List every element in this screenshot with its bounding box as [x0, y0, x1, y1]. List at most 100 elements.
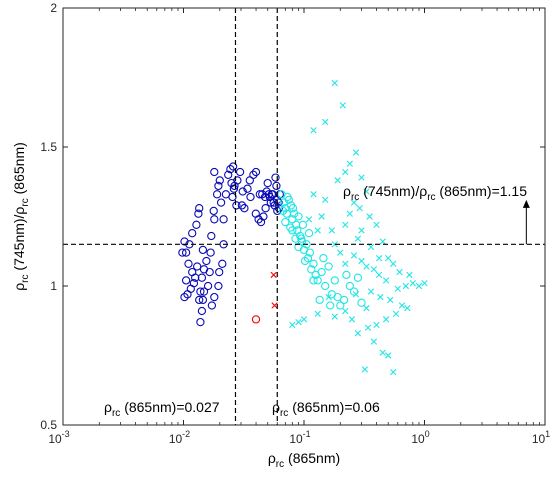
data-point-x	[402, 282, 410, 290]
data-point-x	[331, 313, 338, 320]
data-point-x	[350, 199, 358, 206]
threshold-label-1-15: ρrc (745nm)/ρrc (865nm)=1.15	[343, 183, 527, 203]
data-marks	[178, 79, 428, 376]
data-point-circle	[198, 245, 208, 255]
data-point-circle	[349, 287, 359, 296]
data-point-x	[385, 352, 392, 359]
data-point-x	[373, 321, 380, 329]
data-point-x	[370, 266, 378, 273]
data-point-circle	[246, 192, 255, 202]
data-point-circle	[215, 176, 224, 185]
data-point-circle	[321, 281, 330, 291]
data-point-circle	[198, 295, 208, 305]
data-point-x	[354, 235, 362, 242]
data-point-circle	[230, 181, 239, 191]
data-point-circle	[256, 217, 266, 227]
data-point-circle	[237, 201, 247, 210]
data-point-circle	[300, 256, 310, 266]
data-point-x	[390, 260, 397, 267]
data-point-circle	[224, 170, 233, 179]
data-point-circle	[317, 267, 326, 277]
data-point-x	[390, 368, 397, 376]
data-point-circle	[319, 254, 328, 263]
data-point-circle	[194, 209, 203, 218]
data-point-x	[322, 118, 329, 126]
data-point-circle	[195, 204, 204, 213]
data-point-circle	[243, 184, 252, 193]
data-point-circle	[189, 279, 199, 288]
data-point-circle	[228, 162, 238, 171]
data-point-circle	[265, 192, 274, 202]
reference-lines	[63, 8, 545, 425]
data-point-circle	[281, 217, 290, 227]
data-point-x	[392, 310, 400, 317]
data-point-x	[396, 268, 403, 276]
data-point-circle	[240, 204, 249, 213]
data-point-circle	[197, 306, 207, 316]
data-point-x	[377, 293, 384, 301]
data-point-x	[352, 291, 360, 298]
arrow-head	[522, 199, 530, 208]
data-point-x	[295, 318, 302, 326]
data-point-circle	[278, 206, 288, 216]
data-point-circle	[297, 234, 306, 243]
data-point-x	[367, 288, 375, 295]
axis-ticks: 10-3 10-2 10-1 100 101 0.5 1 1.5 2	[40, 1, 550, 446]
data-point-circle	[205, 267, 214, 277]
data-point-x	[342, 168, 349, 176]
data-point-x	[379, 238, 386, 245]
data-point-circle	[181, 276, 191, 285]
data-point-x	[375, 255, 383, 262]
data-point-x	[314, 310, 321, 317]
y-tick-label: 0.5	[40, 418, 57, 432]
data-point-x	[310, 191, 317, 198]
annotations: ρrc (865nm) ρrc (745nm)/ρrc (865nm) ρrc (8…	[11, 142, 527, 470]
data-point-x	[354, 330, 362, 337]
data-point-circle	[193, 262, 202, 271]
data-point-x	[370, 338, 378, 345]
data-point-x	[271, 302, 278, 309]
data-point-circle	[290, 209, 299, 218]
data-point-x	[385, 255, 392, 262]
data-point-circle	[210, 215, 219, 224]
data-point-circle	[357, 298, 366, 307]
data-point-circle	[197, 273, 207, 282]
data-point-circle	[259, 212, 268, 221]
data-point-circle	[206, 248, 215, 257]
data-point-x	[382, 277, 390, 284]
data-point-circle	[272, 181, 281, 191]
data-point-x	[337, 249, 344, 256]
data-point-circle	[254, 215, 263, 224]
data-point-circle	[345, 281, 354, 291]
data-point-x	[366, 213, 373, 220]
data-point-circle	[336, 301, 345, 310]
data-point-x	[363, 263, 370, 270]
data-point-circle	[238, 187, 247, 196]
data-point-circle	[286, 223, 295, 232]
data-point-circle	[326, 301, 335, 310]
data-point-circle	[192, 220, 201, 229]
y-tick-label: 2	[50, 1, 57, 15]
data-point-x	[310, 127, 317, 134]
data-point-circle	[266, 198, 275, 207]
data-point-x	[318, 213, 325, 220]
data-point-x	[331, 79, 338, 87]
threshold-label-0-027: ρrc (865nm)=0.027	[104, 399, 220, 419]
data-point-circle	[215, 267, 224, 277]
data-point-x	[342, 307, 349, 315]
data-point-x	[421, 280, 428, 287]
x-tick-label: 101	[532, 429, 550, 446]
data-point-circle	[274, 198, 283, 207]
data-point-circle	[214, 181, 223, 191]
data-point-x	[382, 316, 390, 323]
data-point-x	[358, 174, 365, 181]
data-point-circle	[255, 190, 264, 199]
data-point-circle	[214, 281, 223, 291]
data-point-circle	[260, 192, 270, 202]
x-tick-label: 10-2	[169, 429, 190, 446]
data-point-x	[350, 252, 358, 259]
data-point-x	[367, 243, 375, 251]
data-point-circle	[315, 295, 324, 305]
data-point-circle	[307, 265, 316, 274]
